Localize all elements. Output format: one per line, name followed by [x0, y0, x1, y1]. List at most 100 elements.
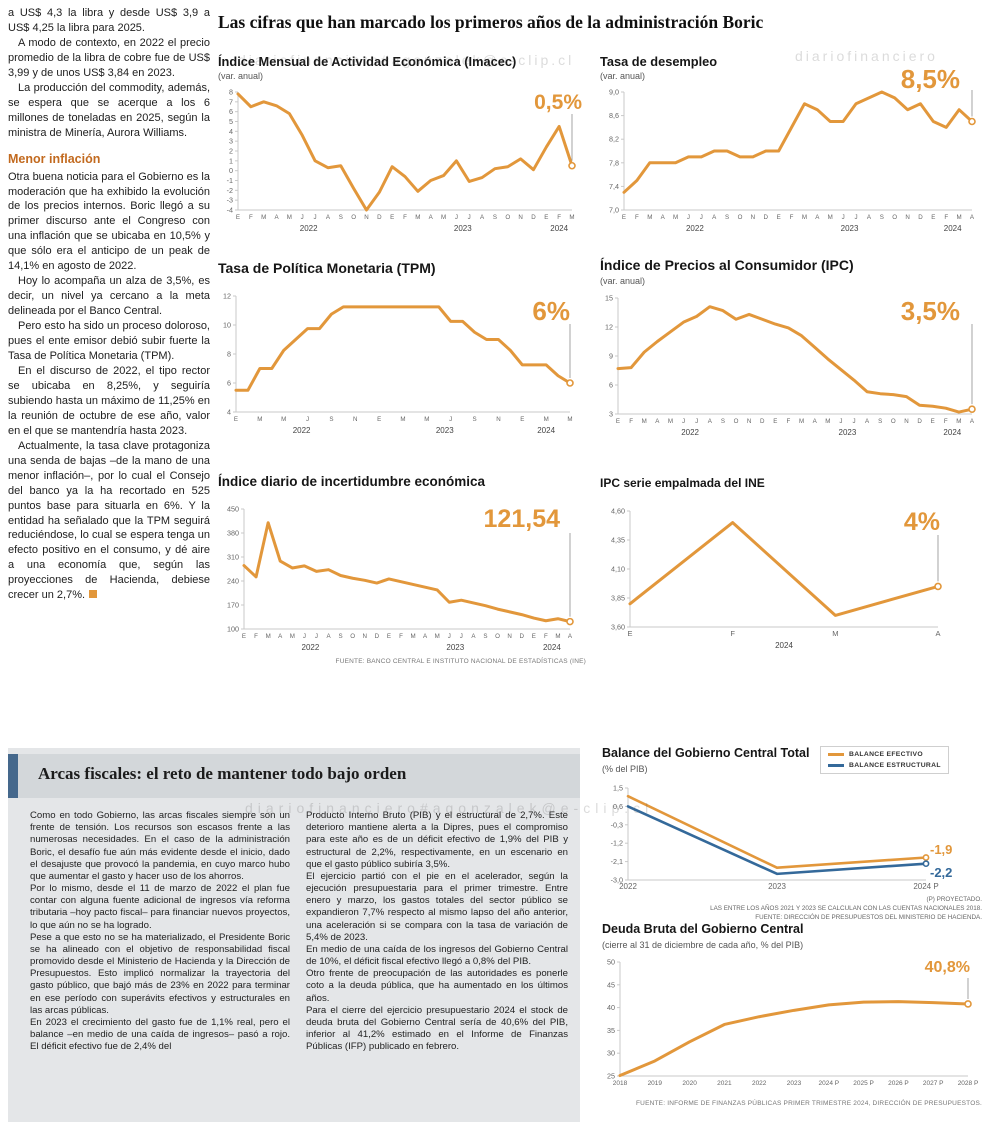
svg-text:F: F	[254, 633, 258, 640]
svg-text:M: M	[828, 214, 833, 221]
svg-text:D: D	[764, 214, 769, 221]
svg-text:M: M	[410, 633, 415, 640]
svg-text:25: 25	[607, 1072, 615, 1081]
svg-text:9,0: 9,0	[609, 88, 619, 97]
debt-chart-title: Deuda Bruta del Gobierno Central	[602, 922, 804, 936]
balance-chart-title: Balance del Gobierno Central Total	[602, 746, 810, 760]
svg-text:N: N	[353, 416, 357, 423]
svg-text:M: M	[441, 214, 446, 221]
svg-text:F: F	[944, 214, 948, 221]
svg-text:45: 45	[607, 980, 615, 989]
svg-text:2022: 2022	[681, 428, 699, 437]
svg-text:F: F	[544, 633, 548, 640]
svg-text:J: J	[854, 214, 857, 221]
svg-text:M: M	[957, 214, 962, 221]
svg-text:-1: -1	[227, 176, 233, 185]
svg-text:-1,2: -1,2	[611, 839, 623, 848]
imacec-chart: 8 7 6 5 4 3 2 1 0 -1 -2 -3 -4 E F M A M J J A S O N D E F M A M J J A S O N…	[218, 86, 586, 236]
svg-text:F: F	[790, 214, 794, 221]
svg-text:A: A	[661, 214, 666, 221]
debt-latest-value: 40,8%	[924, 959, 970, 976]
svg-text:2020: 2020	[682, 1080, 697, 1087]
svg-text:8,2: 8,2	[609, 135, 619, 144]
svg-text:A: A	[480, 214, 485, 221]
svg-text:310: 310	[227, 553, 239, 562]
paragraph: El ejercicio partió con el pie en el ace…	[306, 870, 568, 943]
paragraph: En 2023 el crecimiento del gasto fue de …	[30, 1016, 290, 1053]
svg-text:-3: -3	[227, 196, 233, 205]
balance-chart: 1,5 0,6 -0,3 -1,2 -2,1 -3,0 2022 2023 2024 P	[602, 782, 970, 896]
svg-text:100: 100	[227, 625, 239, 634]
svg-text:2024: 2024	[550, 224, 568, 233]
svg-text:J: J	[301, 214, 304, 221]
svg-text:M: M	[415, 214, 420, 221]
svg-text:35: 35	[607, 1026, 615, 1035]
svg-text:E: E	[773, 418, 777, 425]
svg-text:S: S	[493, 214, 497, 221]
svg-text:J: J	[303, 633, 306, 640]
imacec-chart-title: Índice Mensual de Actividad Económica (I…	[218, 54, 517, 69]
svg-text:2022: 2022	[752, 1080, 767, 1087]
svg-text:A: A	[970, 418, 975, 425]
svg-text:6: 6	[229, 107, 233, 116]
paragraph: Hoy lo acompaña un alza de 3,5%, es deci…	[8, 275, 210, 318]
debt-chart: 50 45 40 35 30 25 2018 2019 2020 2021 2022 2023 2024…	[602, 956, 982, 1092]
svg-text:N: N	[507, 633, 511, 640]
svg-text:2021: 2021	[717, 1080, 732, 1087]
svg-text:N: N	[363, 633, 367, 640]
paragraph: En el discurso de 2022, el tipo rector s…	[8, 364, 210, 437]
ipc-spliced-chart-title: IPC serie empalmada del INE	[600, 476, 765, 490]
svg-text:J: J	[455, 214, 458, 221]
svg-text:A: A	[815, 214, 820, 221]
svg-text:4: 4	[229, 127, 233, 136]
svg-text:E: E	[390, 214, 394, 221]
svg-text:A: A	[935, 629, 940, 638]
svg-text:N: N	[905, 214, 909, 221]
svg-text:1,5: 1,5	[613, 784, 623, 793]
svg-text:M: M	[435, 633, 440, 640]
paragraph: Producto Interno Bruto (PIB) y el estruc…	[306, 810, 568, 870]
svg-text:F: F	[944, 418, 948, 425]
fiscal-panel-accent-strip	[8, 754, 18, 798]
svg-text:M: M	[673, 214, 678, 221]
fiscal-panel-column-2: Producto Interno Bruto (PIB) y el estruc…	[306, 810, 568, 1053]
svg-text:2023: 2023	[841, 224, 859, 233]
svg-text:2024: 2024	[943, 428, 961, 437]
paragraph: Pero esto ha sido un proceso doloroso, p…	[8, 320, 210, 363]
svg-text:0,6: 0,6	[613, 802, 623, 811]
paragraph: En medio de una caída de los ingresos de…	[306, 943, 568, 968]
svg-text:4,10: 4,10	[611, 565, 625, 574]
svg-text:N: N	[751, 214, 755, 221]
svg-text:J: J	[687, 214, 690, 221]
ipc-spliced-latest-value: 4%	[903, 508, 940, 536]
ipc-latest-value: 3,5%	[900, 296, 960, 326]
svg-text:2024: 2024	[944, 224, 962, 233]
svg-text:50: 50	[607, 958, 615, 967]
svg-text:A: A	[813, 418, 818, 425]
svg-text:S: S	[339, 214, 343, 221]
svg-text:M: M	[424, 416, 429, 423]
svg-text:A: A	[278, 633, 283, 640]
svg-text:450: 450	[227, 505, 239, 514]
svg-text:M: M	[799, 418, 804, 425]
main-headline: Las cifras que han marcado los primeros …	[218, 12, 764, 32]
svg-text:4,60: 4,60	[611, 507, 625, 516]
svg-text:M: M	[569, 214, 574, 221]
svg-text:7,8: 7,8	[609, 158, 619, 167]
svg-text:8,6: 8,6	[609, 111, 619, 120]
svg-text:E: E	[520, 416, 524, 423]
svg-text:2026 P: 2026 P	[888, 1080, 909, 1087]
legend-item-effective: BALANCE EFECTIVO	[828, 751, 941, 758]
svg-text:2024: 2024	[543, 643, 561, 652]
svg-text:D: D	[375, 633, 380, 640]
legend-swatch-effective	[828, 753, 844, 756]
svg-text:2024: 2024	[537, 426, 555, 435]
svg-text:D: D	[760, 418, 765, 425]
chart-canvas: 9,08,68,27,87,47,0E F M A M J J A S O N D E F M A M J J A S O…	[609, 88, 976, 233]
svg-text:O: O	[738, 214, 743, 221]
svg-text:M: M	[400, 416, 405, 423]
tpm-latest-value: 6%	[532, 296, 570, 326]
svg-text:J: J	[682, 418, 685, 425]
